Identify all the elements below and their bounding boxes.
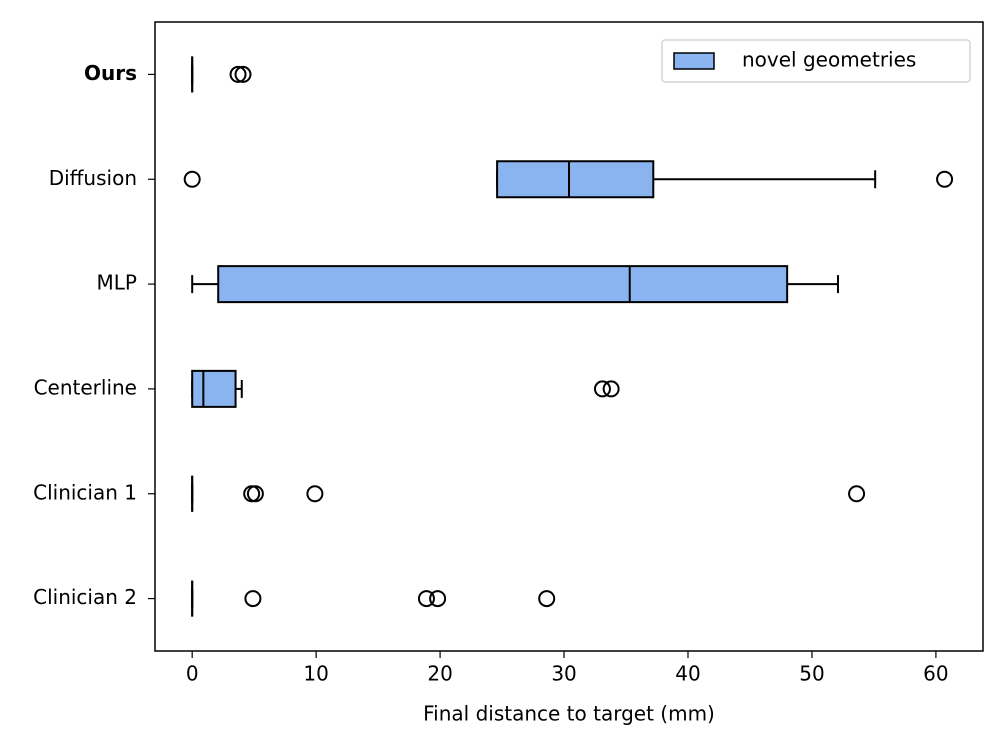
legend-swatch (673, 52, 715, 70)
outlier (243, 485, 261, 503)
outlier (417, 590, 435, 608)
x-tick-label: 0 (186, 662, 199, 686)
x-tick-label: 40 (675, 662, 700, 686)
legend-frame (661, 39, 971, 83)
box (496, 160, 655, 199)
legend-label: novel geometries (742, 48, 916, 72)
y-tick-label: Ours (84, 61, 137, 85)
outlier (538, 590, 556, 608)
y-tick-label: Clinician 2 (33, 585, 137, 609)
outlier (602, 380, 620, 398)
x-tick-label: 30 (551, 662, 576, 686)
y-tick-label: Centerline (34, 375, 137, 399)
outlier (848, 485, 866, 503)
x-tick-label: 50 (799, 662, 824, 686)
outlier (429, 590, 447, 608)
y-tick-label: Diffusion (49, 166, 137, 190)
outlier (234, 65, 252, 83)
box (217, 265, 789, 304)
x-tick-label: 10 (303, 662, 328, 686)
box (191, 369, 237, 408)
outlier (229, 65, 247, 83)
outlier (593, 380, 611, 398)
plot-frame (154, 21, 984, 652)
x-tick-label: 20 (427, 662, 452, 686)
x-tick-label: 60 (923, 662, 948, 686)
x-axis-label: Final distance to target (mm) (423, 702, 715, 726)
outlier (936, 170, 954, 188)
outlier (246, 485, 264, 503)
y-tick-label: MLP (97, 271, 137, 295)
outlier (306, 485, 324, 503)
outlier (244, 590, 262, 608)
y-tick-label: Clinician 1 (33, 480, 137, 504)
outlier (183, 170, 201, 188)
